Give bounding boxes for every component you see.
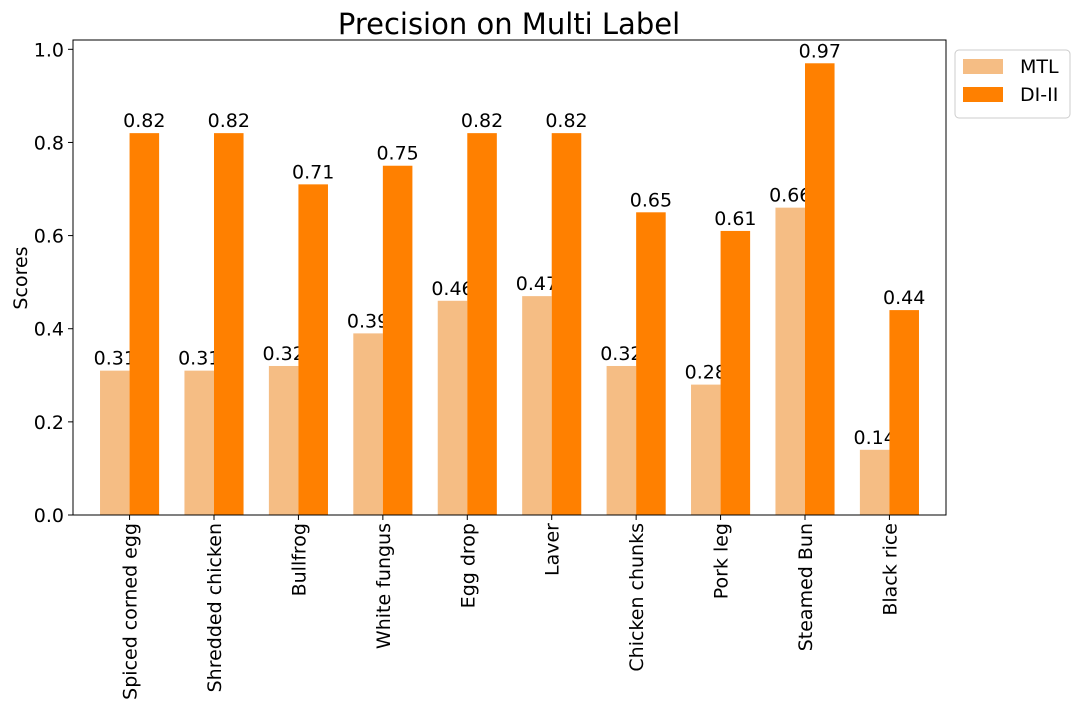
bar-di-ii-8 — [805, 63, 835, 516]
bar-di-ii-0 — [129, 133, 160, 515]
x-tick-label: Egg drop — [457, 523, 479, 608]
bar-di-ii-1 — [213, 133, 244, 515]
legend-label: MTL — [1020, 56, 1059, 78]
y-tick-label: 0.6 — [34, 226, 64, 248]
bar-di-ii-3 — [382, 165, 413, 515]
data-label: 0.14 — [854, 427, 896, 449]
data-label: 0.39 — [347, 310, 389, 332]
bar-di-ii-6 — [636, 212, 666, 515]
x-tick-label: Pork leg — [711, 523, 733, 599]
y-axis-label: Scores — [10, 246, 32, 309]
data-label: 0.32 — [600, 343, 642, 365]
x-tick-label: Shredded chicken — [204, 523, 226, 692]
y-tick-label: 0.8 — [34, 132, 64, 154]
plot-frame — [72, 39, 947, 516]
bar-di-ii-2 — [298, 184, 328, 516]
data-label: 0.44 — [883, 287, 925, 309]
data-label: 0.47 — [516, 273, 558, 295]
bar-di-ii-7 — [720, 230, 751, 515]
bar-mtl-2 — [268, 365, 299, 515]
bar-mtl-7 — [691, 384, 721, 515]
bar-mtl-5 — [522, 296, 552, 515]
y-tick-label: 0.2 — [34, 412, 64, 434]
data-label: 0.31 — [178, 348, 220, 370]
legend-label: DI-II — [1020, 84, 1058, 106]
data-label: 0.97 — [799, 40, 841, 62]
plot-area: 0.31 0.31 0.32 0.39 0.46 0.47 0.32 0.28 0.66 0.14… — [34, 39, 947, 700]
y-tick-label: 0.0 — [34, 505, 64, 527]
data-label: 0.66 — [769, 185, 811, 207]
x-tick-label: White fungus — [373, 523, 395, 649]
bar-mtl-3 — [353, 333, 383, 515]
bar-di-ii-5 — [551, 133, 582, 515]
x-tick-label: Steamed Bun — [795, 523, 817, 651]
x-tick-label: Black rice — [879, 523, 901, 616]
legend-swatch — [963, 59, 1003, 74]
x-tick-label: Laver — [542, 523, 564, 576]
bar-mtl-0 — [100, 370, 130, 515]
x-tick-label: Spiced corned egg — [120, 523, 142, 700]
data-label: 0.32 — [262, 343, 304, 365]
bar-mtl-6 — [606, 365, 637, 515]
data-label: 0.65 — [630, 189, 672, 211]
legend-swatch — [963, 87, 1003, 102]
x-tick-label: Chicken chunks — [626, 523, 648, 672]
data-label: 0.82 — [545, 110, 587, 132]
data-label: 0.71 — [292, 161, 334, 183]
bar-di-ii-4 — [467, 133, 497, 515]
bar-di-ii-9 — [889, 310, 919, 515]
bar-mtl-9 — [859, 449, 890, 515]
y-tick-label: 1.0 — [34, 39, 64, 61]
chart-title: Precision on Multi Label — [338, 7, 680, 41]
data-label: 0.82 — [123, 110, 165, 132]
legend: MTL DI-II — [954, 49, 1071, 119]
data-label: 0.46 — [431, 278, 473, 300]
y-tick-label: 0.4 — [34, 319, 64, 341]
data-label: 0.82 — [461, 110, 503, 132]
data-label: 0.61 — [714, 208, 756, 230]
bar-mtl-8 — [775, 207, 806, 515]
bar-mtl-4 — [437, 300, 468, 515]
data-label: 0.28 — [685, 362, 727, 384]
x-tick-label: Bullfrog — [288, 523, 310, 596]
bar-mtl-1 — [184, 370, 214, 515]
data-label: 0.82 — [208, 110, 250, 132]
data-label: 0.75 — [376, 143, 418, 165]
data-label: 0.31 — [94, 348, 136, 370]
